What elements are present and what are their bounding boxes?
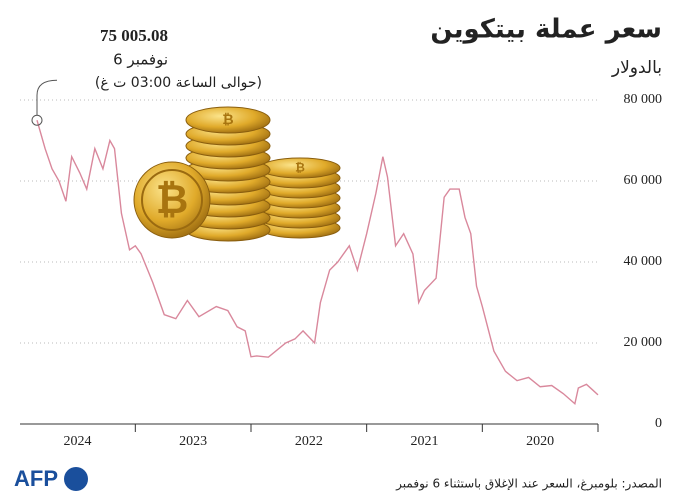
x-tick-label: 2024 — [63, 434, 91, 449]
y-tick-label: 0 — [655, 416, 662, 431]
chart-subtitle: بالدولار — [611, 58, 662, 78]
annotation-leader — [36, 79, 58, 116]
y-tick-label: 80 000 — [624, 92, 663, 107]
y-tick-label: 60 000 — [624, 173, 663, 188]
source: المصدر: بلومبرغ، السعر عند الإغلاق باستث… — [395, 477, 662, 492]
y-tick-label: 20 000 — [624, 335, 663, 350]
x-tick-label: 2021 — [410, 434, 438, 449]
chart-title: سعر عملة بيتكوين — [430, 15, 662, 45]
annotation-time: (حوالى الساعة 03:00 ت غ) — [95, 75, 262, 91]
logo-text: AFP — [14, 466, 58, 491]
svg-text:₿: ₿ — [295, 161, 305, 175]
annotation-date: 6 نوفمبر — [113, 51, 168, 69]
x-tick-label: 2020 — [526, 434, 554, 449]
x-tick-label: 2022 — [295, 434, 323, 449]
svg-text:₿: ₿ — [222, 112, 233, 128]
afp-logo: AFP — [14, 466, 88, 491]
y-tick-label: 40 000 — [624, 254, 663, 269]
coin-illustration: ₿ ₿ ₿ — [133, 106, 341, 242]
x-tick-label: 2023 — [179, 434, 207, 449]
svg-text:₿: ₿ — [156, 177, 189, 223]
price-line — [36, 120, 599, 406]
annotation-value: 75 005.08 — [100, 26, 168, 45]
